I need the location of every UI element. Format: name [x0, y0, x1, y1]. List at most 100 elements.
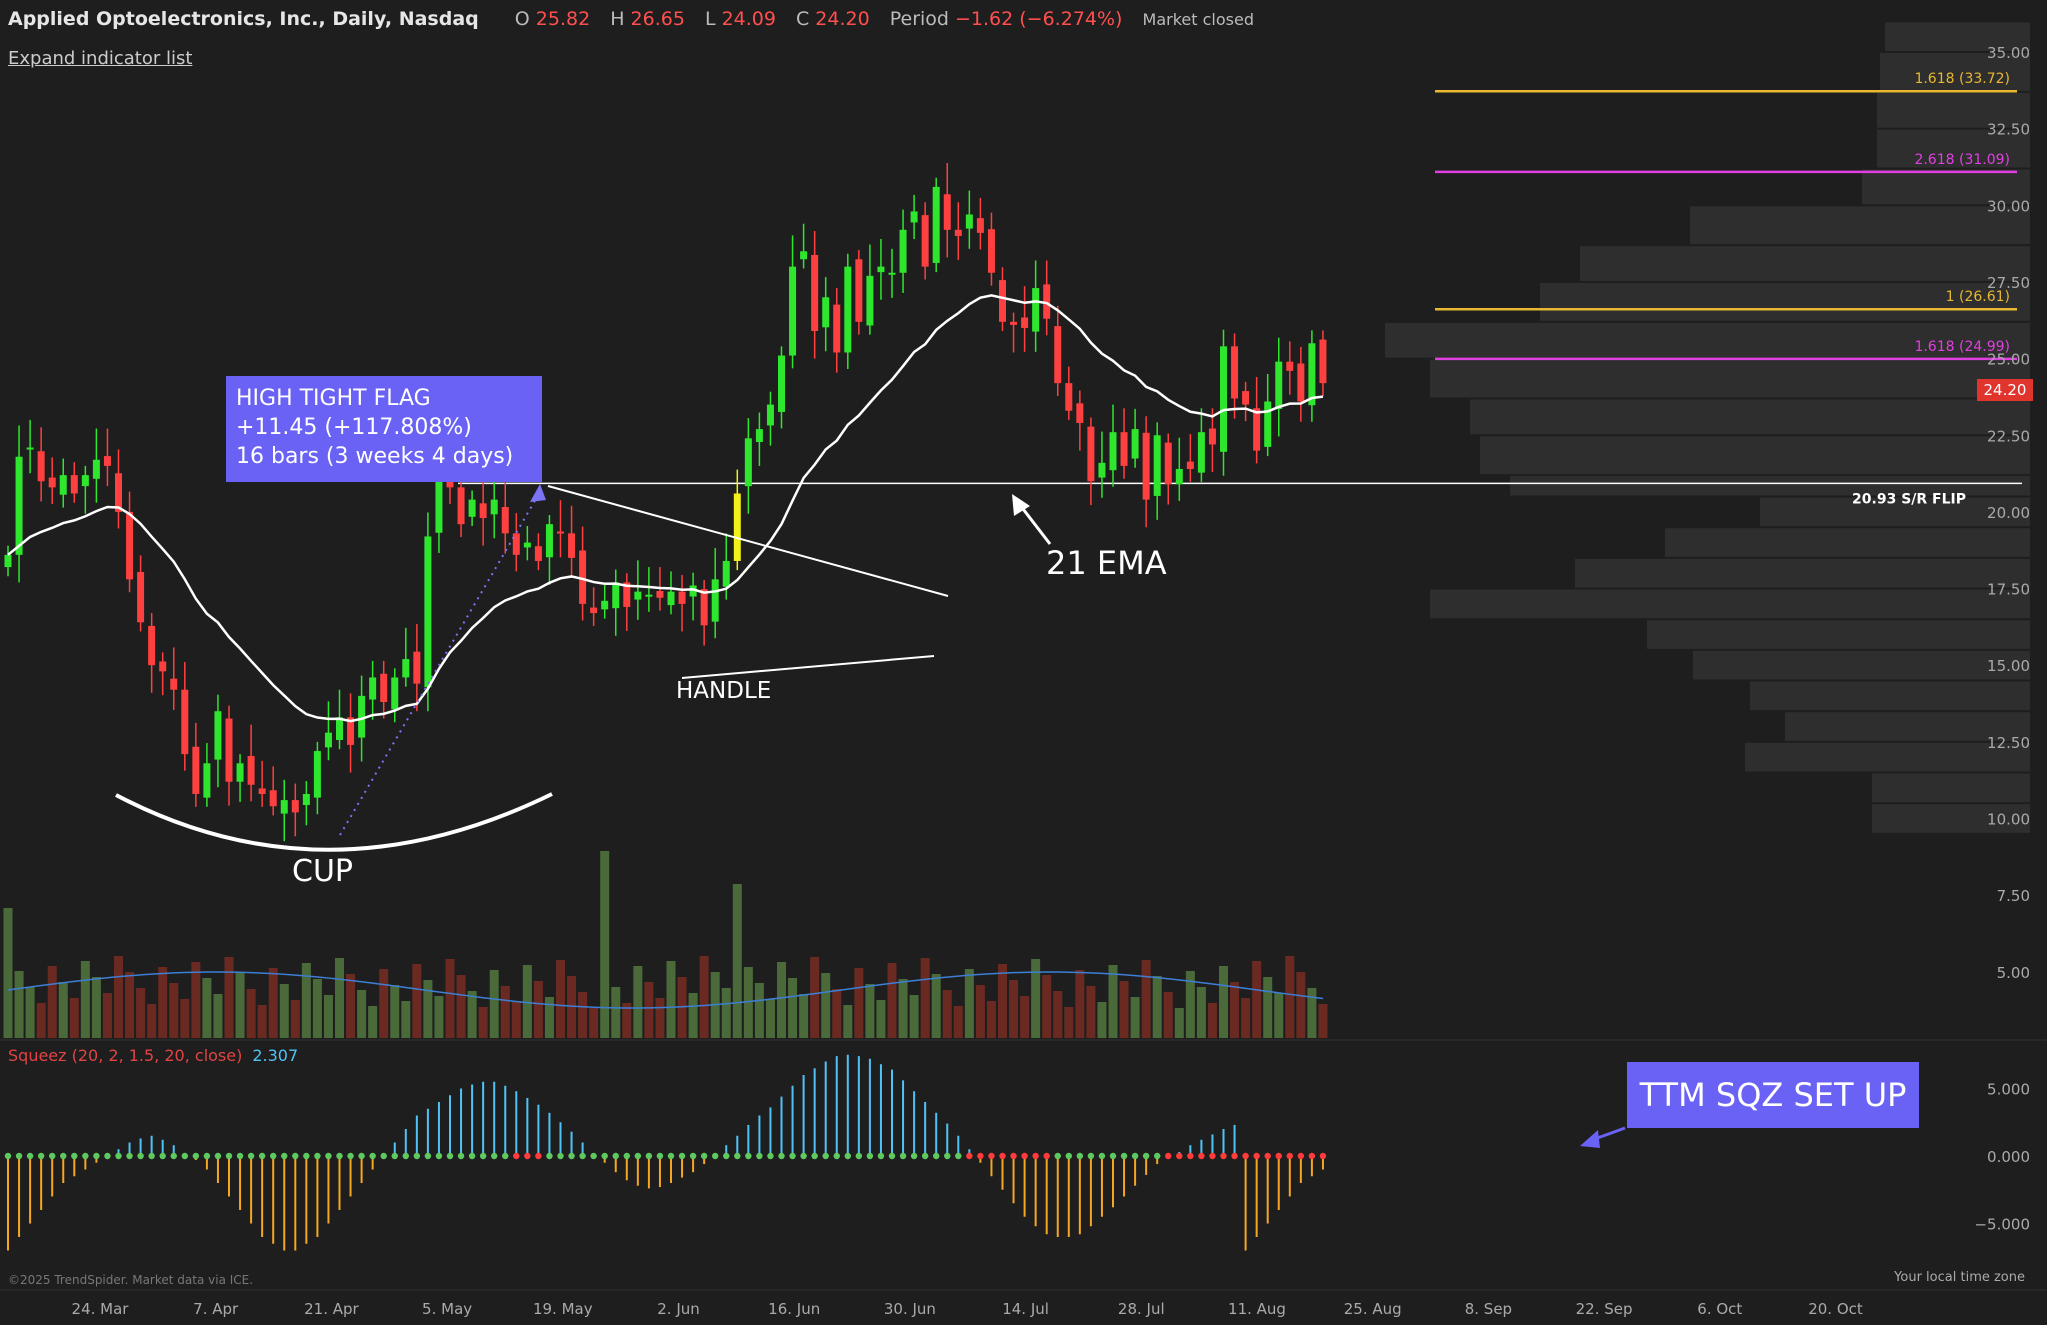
squeeze-dot [988, 1152, 995, 1160]
candle-body [789, 266, 797, 356]
candle-body [413, 651, 421, 684]
volume-profile-row [1750, 681, 2030, 711]
candlesticks [4, 162, 1327, 842]
candle-body [1197, 432, 1205, 473]
volume-bar [1241, 998, 1251, 1038]
squeeze-dot [214, 1152, 222, 1160]
candle-body [1286, 361, 1294, 371]
squeeze-dot [601, 1152, 608, 1160]
volume-bar [920, 958, 930, 1038]
squeeze-dot [479, 1152, 487, 1160]
volume-bar [224, 957, 234, 1038]
squeeze-dot [1054, 1152, 1061, 1160]
y-tick-label: 7.50 [1997, 887, 2030, 905]
volume-bar [843, 1005, 853, 1038]
volume-bar [1119, 981, 1129, 1038]
squeeze-dot [325, 1152, 332, 1160]
volume-bar [821, 973, 831, 1038]
candle-body [214, 711, 222, 760]
volume-bar [423, 980, 433, 1038]
volume-bar [1296, 972, 1306, 1038]
squeeze-dot [1319, 1152, 1327, 1160]
volume-bar [898, 979, 908, 1038]
volume-bar [102, 993, 112, 1038]
candle-body [247, 755, 255, 785]
squeeze-dot [1154, 1152, 1161, 1160]
squeeze-dot [546, 1152, 553, 1160]
timezone-label[interactable]: Your local time zone [1894, 1270, 2025, 1285]
high-tight-flag-callout: HIGH TIGHT FLAG +11.45 (+117.808%) 16 ba… [226, 376, 542, 482]
squeeze-indicator-label[interactable]: Squeez (20, 2, 1.5, 20, close) 2.307 [8, 1046, 298, 1065]
chart-drawings [115, 484, 1626, 1148]
volume-bar [1318, 1004, 1328, 1038]
fib-level-label: 1.618 (33.72) [1914, 71, 2010, 87]
volume-bar [522, 965, 532, 1038]
squeeze-dot [303, 1152, 310, 1160]
y-tick-label: 25.00 [1987, 351, 2030, 369]
volume-profile-row [1745, 742, 2030, 772]
squeeze-dot [1187, 1152, 1194, 1160]
candle-body [81, 475, 89, 487]
volume-bar [1075, 970, 1085, 1038]
squeeze-dot [1131, 1152, 1139, 1160]
candle-body [291, 800, 299, 813]
volume-bar [3, 908, 13, 1038]
expand-indicator-link[interactable]: Expand indicator list [8, 48, 193, 69]
candle-body [623, 582, 631, 607]
squeeze-dot [358, 1152, 365, 1160]
squeeze-dot [1176, 1152, 1183, 1160]
candle-body [269, 790, 277, 807]
candle-body [236, 763, 244, 782]
squeeze-dot [712, 1152, 719, 1160]
candle-body [1153, 435, 1161, 496]
candle-body [833, 304, 841, 353]
candle-body [921, 215, 929, 267]
x-tick-label: 28. Jul [1118, 1300, 1165, 1318]
squeeze-params: Squeez (20, 2, 1.5, 20, close) [8, 1046, 243, 1065]
candle-body [744, 438, 752, 487]
y-tick-label: 5.00 [1997, 964, 2030, 982]
candle-body [380, 673, 388, 702]
candle-body [1231, 346, 1239, 399]
candle-body [1131, 429, 1139, 459]
candle-body [667, 591, 675, 606]
x-tick-label: 21. Apr [304, 1300, 359, 1318]
candle-body [258, 788, 266, 794]
squeeze-value: 2.307 [252, 1046, 299, 1065]
squeeze-dot [336, 1152, 343, 1160]
volume-profile-row [1693, 650, 2030, 680]
squeeze-dot [502, 1152, 509, 1160]
squeeze-dot [292, 1152, 299, 1160]
volume-bar [600, 851, 610, 1038]
squeeze-dot [568, 1152, 575, 1160]
volume-bar [931, 974, 941, 1038]
volume-bar [500, 986, 510, 1038]
open-value: 25.82 [535, 8, 591, 30]
candle-body [766, 404, 774, 426]
candle-body [479, 503, 487, 519]
volume-bar [489, 970, 499, 1038]
volume-bar [589, 1008, 599, 1038]
volume-profile [1385, 22, 2030, 833]
candle-body [48, 477, 56, 488]
candle-body [59, 475, 67, 495]
candle-body [800, 251, 808, 260]
candle-body [656, 591, 664, 598]
squeeze-dot [899, 1152, 907, 1160]
candle-body [192, 746, 200, 794]
y-tick-label: 27.50 [1987, 274, 2030, 292]
squeeze-dot [513, 1152, 520, 1160]
squeeze-dot [524, 1152, 531, 1160]
volume-bar [1219, 966, 1228, 1038]
candle-body [70, 475, 78, 494]
candle-body [1220, 346, 1227, 452]
htf-arrow-icon [530, 484, 546, 502]
candle-body [722, 560, 730, 587]
candle-body [4, 554, 12, 568]
volume-bar [511, 1002, 521, 1038]
squeeze-dot [756, 1152, 763, 1160]
volume-bar [14, 971, 24, 1038]
candle-body [1264, 401, 1272, 447]
squeeze-dot [1286, 1152, 1294, 1160]
